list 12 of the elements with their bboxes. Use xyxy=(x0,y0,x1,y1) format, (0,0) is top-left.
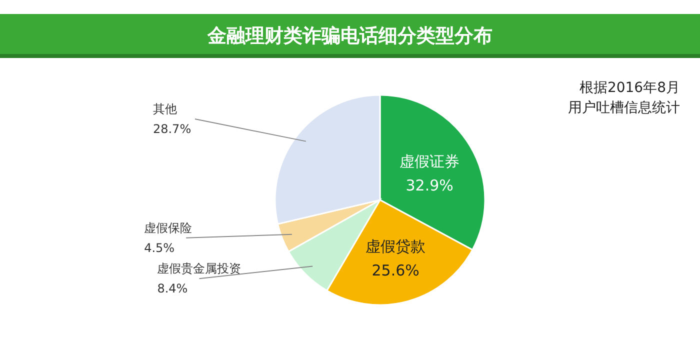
data-label: 4.5% xyxy=(144,240,175,255)
data-label: 25.6% xyxy=(372,262,420,280)
slice-label: 虚假贷款 xyxy=(366,238,426,256)
text: 根据2016年8月用户吐槽信息统计 xyxy=(568,80,680,116)
chart-title: 金融理财类诈骗电话细分类型分布 xyxy=(206,25,492,47)
slice-label: 虚假证券 xyxy=(400,152,460,170)
data-label: 28.7% xyxy=(152,122,192,136)
data-label: 32.9% xyxy=(406,176,454,194)
data-label: 8.4% xyxy=(157,282,188,296)
slice-label: 虚假贵金属投资 xyxy=(157,262,242,276)
slice-label: 虚假保险 xyxy=(144,220,192,235)
slice-label: 其他 xyxy=(152,102,177,116)
